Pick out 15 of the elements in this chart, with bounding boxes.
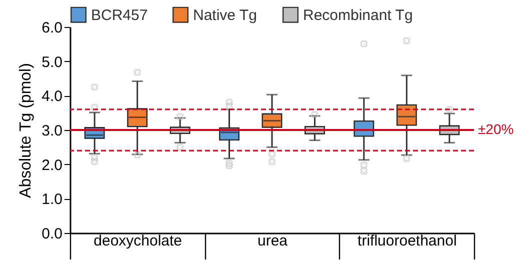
y-tick-label: 6.0 (42, 20, 62, 36)
y-tick-label: 5.0 (42, 54, 62, 71)
y-tick-label: 3.0 (42, 122, 62, 140)
x-tick-label: urea (257, 232, 288, 250)
legend-label: Recombinant Tg (303, 6, 413, 24)
legend-label: Native Tg (193, 6, 257, 24)
x-tick-label: deoxycholate (94, 232, 182, 250)
y-tick-label: 0.0 (42, 226, 62, 242)
y-tick-label: 2.0 (42, 156, 62, 174)
y-tick-label: 4.0 (42, 88, 62, 106)
text: ±20% (478, 121, 514, 137)
y-axis-title: Absolute Tg (pmol) (18, 63, 35, 198)
legend-label: BCR457 (91, 6, 148, 24)
x-tick-label: trifluoroethanol (358, 232, 457, 250)
y-tick-label: 1.0 (42, 191, 62, 208)
